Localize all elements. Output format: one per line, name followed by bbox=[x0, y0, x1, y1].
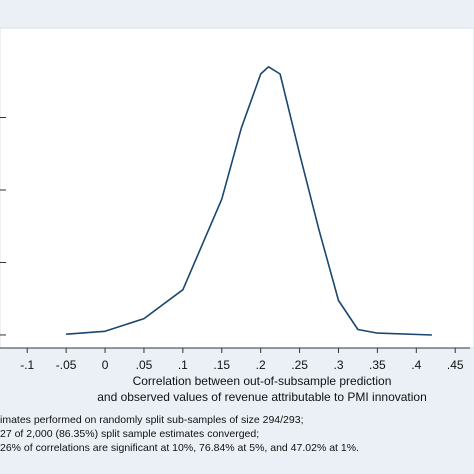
plot-area bbox=[0, 27, 474, 349]
x-axis-label: Correlation between out-of-subsample pre… bbox=[133, 374, 392, 388]
x-tick-label: .3 bbox=[333, 358, 343, 372]
note: 26% of correlations are significant at 1… bbox=[0, 442, 359, 454]
x-tick-label: .45 bbox=[447, 358, 464, 372]
note: 27 of 2,000 (86.35%) split sample estima… bbox=[0, 428, 259, 440]
x-tick-label: .05 bbox=[136, 358, 153, 372]
x-tick-label: .1 bbox=[178, 358, 188, 372]
x-axis-label: and observed values of revenue attributa… bbox=[97, 390, 427, 404]
x-tick-label: .25 bbox=[291, 358, 308, 372]
x-tick-label: .15 bbox=[213, 358, 230, 372]
x-tick-label: 0 bbox=[102, 358, 109, 372]
x-tick-label: -.1 bbox=[20, 358, 34, 372]
note: imates performed on randomly split sub-s… bbox=[0, 414, 303, 426]
density-line bbox=[66, 66, 432, 336]
x-tick-label: .2 bbox=[256, 358, 266, 372]
x-tick-label: -.05 bbox=[56, 358, 77, 372]
x-tick-label: .35 bbox=[369, 358, 386, 372]
x-tick-label: .4 bbox=[411, 358, 421, 372]
